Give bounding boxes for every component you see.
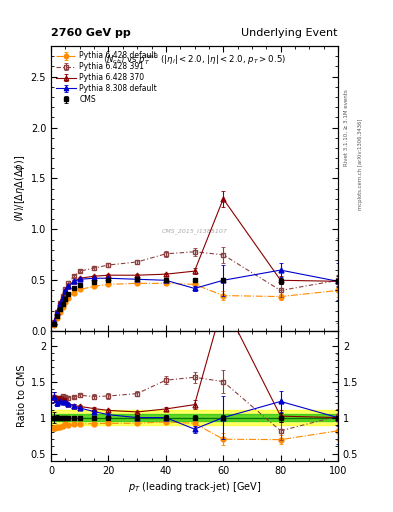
Bar [51,414,338,421]
Text: 2760 GeV pp: 2760 GeV pp [51,28,131,38]
Text: Underlying Event: Underlying Event [241,28,338,38]
Y-axis label: Ratio to CMS: Ratio to CMS [17,365,27,427]
Legend: Pythia 6.428 default, Pythia 6.428 391, Pythia 6.428 370, Pythia 8.308 default, : Pythia 6.428 default, Pythia 6.428 391, … [55,50,159,105]
Text: $\langle N_{ch} \rangle$ vs $p_T^{\rm lead}$ ($|\eta_l|{<}2.0$, $|\eta|{<}2.0$, : $\langle N_{ch} \rangle$ vs $p_T^{\rm le… [103,52,286,67]
Text: CMS_2015_I1385107: CMS_2015_I1385107 [162,228,228,234]
Bar [51,411,338,425]
Text: Rivet 3.1.10, ≥ 3.1M events: Rivet 3.1.10, ≥ 3.1M events [344,90,349,166]
X-axis label: $p_T$ (leading track-jet) [GeV]: $p_T$ (leading track-jet) [GeV] [128,480,261,494]
Y-axis label: $\langle N \rangle/[\Delta\eta\Delta(\Delta\phi)]$: $\langle N \rangle/[\Delta\eta\Delta(\De… [13,155,27,222]
Text: mcplots.cern.ch [arXiv:1306.3436]: mcplots.cern.ch [arXiv:1306.3436] [358,118,363,209]
